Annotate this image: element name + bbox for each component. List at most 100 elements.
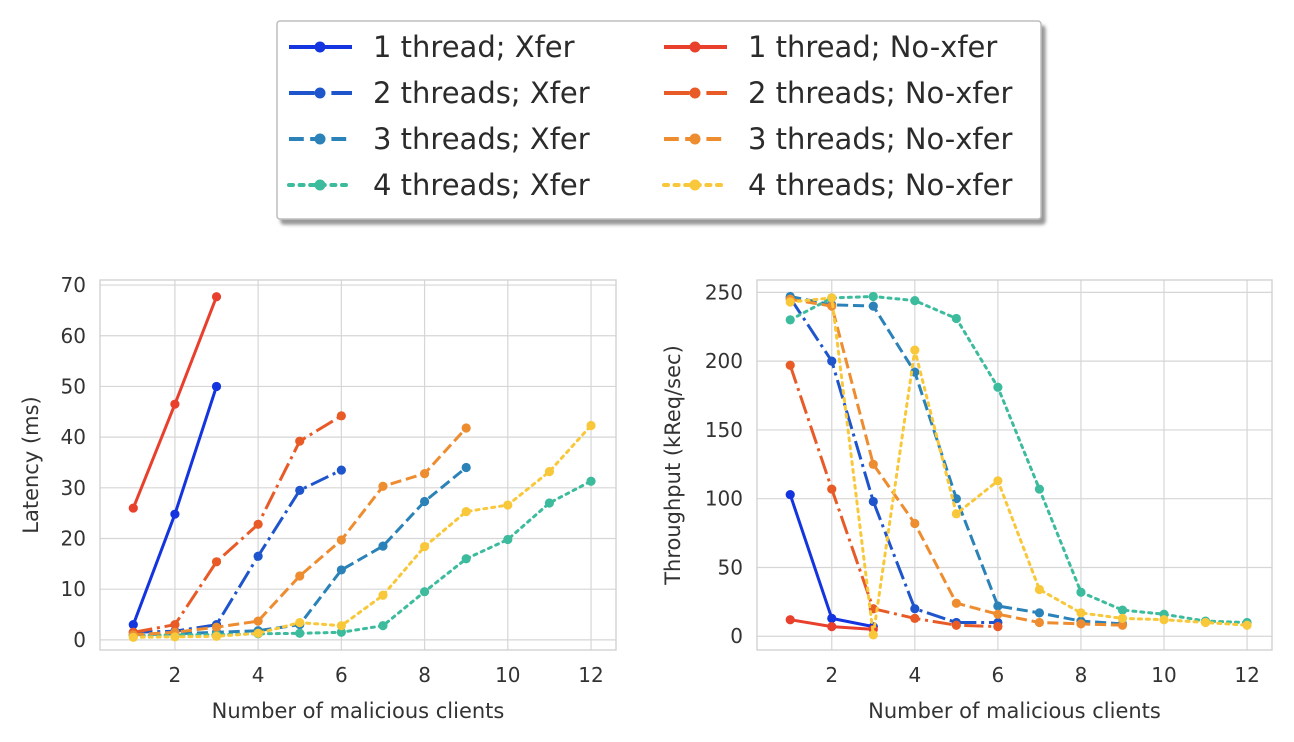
legend-marker-3-threads-xfer: [314, 133, 326, 145]
throughput-xtick-10: 10: [1151, 663, 1176, 687]
latency-point-1-thread-xfer-1: [128, 620, 138, 630]
throughput-line-2-threads-xfer: [788, 297, 998, 624]
legend-label-4-threads-no-xfer: 4 threads; No-xfer: [748, 168, 1012, 202]
legend-box: [276, 20, 1042, 220]
throughput-ytick-50: 50: [718, 555, 743, 579]
throughput-point-4-threads-no-xfer-11: [1200, 617, 1211, 628]
throughput-line-4-threads-xfer: [788, 295, 1249, 624]
latency-point-1-thread-xfer-2: [170, 509, 180, 519]
latency-point-4-threads-xfer-12: [586, 476, 596, 486]
throughput-point-4-threads-no-xfer-5: [951, 509, 961, 519]
throughput-point-3-threads-no-xfer-8: [1076, 619, 1086, 629]
throughput-point-4-threads-xfer-7: [1034, 484, 1045, 494]
latency-series-1-thread-no-xfer: [128, 292, 222, 513]
throughput-point-1-thread-no-xfer-2: [827, 622, 837, 632]
latency-series-3-threads-no-xfer: [128, 423, 471, 640]
latency-point-4-threads-no-xfer-7: [378, 590, 388, 600]
latency-chart: 2 4 6 8 10 12 0 10 20 30 40 50 60 70 Number of malicio…: [19, 273, 617, 723]
legend-marker-4-threads-xfer: [314, 179, 326, 191]
latency-point-3-threads-no-xfer-7: [378, 481, 388, 491]
throughput-point-3-threads-xfer-3: [868, 301, 878, 311]
legend-marker-4-threads-no-xfer: [689, 179, 701, 191]
throughput-point-4-threads-no-xfer-9: [1117, 613, 1128, 623]
throughput-point-2-threads-no-xfer-6: [993, 622, 1003, 632]
throughput-point-3-threads-no-xfer-3: [868, 459, 878, 469]
throughput-point-3-threads-no-xfer-6: [993, 609, 1003, 619]
latency-point-2-threads-no-xfer-2: [170, 620, 180, 630]
latency-point-4-threads-no-xfer-10: [503, 500, 513, 510]
throughput-point-4-threads-xfer-1: [785, 315, 795, 325]
latency-line-3-threads-no-xfer: [133, 426, 468, 637]
legend-entry-1-thread-no-xfer: 1 thread; No-xfer: [664, 30, 997, 64]
latency-series-1-thread-xfer: [128, 381, 222, 630]
throughput-ytick-250: 250: [705, 280, 743, 304]
throughput-point-4-threads-xfer-8: [1076, 587, 1086, 597]
latency-series-2-threads-no-xfer: [128, 411, 346, 637]
throughput-point-4-threads-no-xfer-4: [910, 345, 920, 355]
legend-entry-4-threads-xfer: 4 threads; Xfer: [287, 168, 590, 202]
latency-point-3-threads-xfer-8: [419, 496, 430, 507]
throughput-line-4-threads-no-xfer: [788, 296, 1249, 637]
latency-point-3-threads-no-xfer-8: [419, 469, 430, 479]
throughput-series-4-threads-no-xfer: [785, 293, 1252, 640]
throughput-point-3-threads-no-xfer-5: [951, 598, 961, 608]
throughput-series-4-threads-xfer: [785, 291, 1252, 628]
throughput-point-1-thread-xfer-2: [827, 613, 837, 623]
latency-point-3-threads-no-xfer-9: [461, 423, 471, 433]
throughput-line-2-threads-no-xfer: [788, 364, 998, 629]
legend-label-1-thread-no-xfer: 1 thread; No-xfer: [748, 30, 997, 64]
latency-point-2-threads-no-xfer-3: [211, 557, 222, 567]
latency-xtick-12: 12: [578, 663, 603, 687]
throughput-ytick-0: 0: [730, 624, 743, 648]
latency-point-4-threads-xfer-9: [461, 554, 471, 564]
throughput-line-3-threads-xfer: [789, 295, 1123, 626]
latency-point-4-threads-xfer-10: [503, 534, 513, 545]
throughput-point-2-threads-no-xfer-5: [951, 620, 961, 630]
latency-xtick-4: 4: [252, 663, 265, 687]
latency-ytick-10: 10: [61, 577, 86, 601]
throughput-xtick-6: 6: [992, 663, 1005, 687]
latency-ylabel: Latency (ms): [19, 396, 43, 533]
latency-point-3-threads-xfer-6: [336, 565, 346, 575]
latency-xtick-6: 6: [335, 663, 348, 687]
latency-point-2-threads-xfer-6: [336, 465, 346, 475]
latency-point-4-threads-no-xfer-11: [544, 466, 555, 477]
latency-point-4-threads-no-xfer-12: [586, 420, 596, 431]
latency-point-4-threads-no-xfer-8: [419, 542, 430, 552]
latency-ytick-0: 0: [73, 628, 86, 652]
legend-label-4-threads-xfer: 4 threads; Xfer: [373, 168, 590, 202]
latency-line-2-threads-no-xfer: [133, 414, 343, 634]
latency-point-3-threads-no-xfer-4: [253, 616, 263, 626]
throughput-xtick-2: 2: [825, 663, 838, 687]
latency-point-2-threads-no-xfer-4: [253, 519, 263, 529]
throughput-point-4-threads-no-xfer-10: [1159, 615, 1169, 625]
throughput-point-3-threads-xfer-7: [1034, 608, 1045, 618]
legend-marker-3-threads-no-xfer: [689, 133, 701, 145]
throughput-point-2-threads-no-xfer-1: [785, 360, 795, 370]
latency-xlabel: Number of malicious clients: [212, 699, 505, 723]
latency-point-2-threads-xfer-4: [253, 551, 263, 561]
throughput-point-1-thread-xfer-1: [785, 489, 795, 500]
latency-point-4-threads-no-xfer-5: [295, 618, 305, 628]
throughput-series-3-threads-no-xfer: [785, 294, 1128, 630]
latency-xtick-10: 10: [495, 663, 520, 687]
latency-point-3-threads-xfer-7: [378, 541, 388, 551]
throughput-point-4-threads-no-xfer-6: [993, 476, 1003, 486]
latency-ytick-30: 30: [61, 476, 86, 500]
throughput-line-3-threads-no-xfer: [789, 297, 1123, 627]
legend-entry-3-threads-no-xfer: 3 threads; No-xfer: [664, 122, 1012, 156]
latency-point-3-threads-xfer-9: [461, 462, 471, 473]
throughput-xlabel: Number of malicious clients: [868, 699, 1161, 723]
throughput-ytick-150: 150: [705, 418, 743, 442]
latency-point-2-threads-no-xfer-5: [295, 436, 305, 446]
throughput-point-4-threads-no-xfer-2: [827, 293, 837, 303]
throughput-point-2-threads-xfer-4: [910, 604, 920, 614]
throughput-point-2-threads-xfer-3: [868, 496, 878, 507]
throughput-point-2-threads-xfer-2: [827, 356, 837, 366]
legend-entry-1-thread-xfer: 1 thread; Xfer: [289, 30, 575, 64]
latency-point-3-threads-no-xfer-6: [336, 535, 346, 545]
latency-point-4-threads-no-xfer-4: [253, 628, 263, 638]
latency-ytick-70: 70: [61, 273, 86, 297]
latency-ytick-50: 50: [61, 374, 86, 398]
